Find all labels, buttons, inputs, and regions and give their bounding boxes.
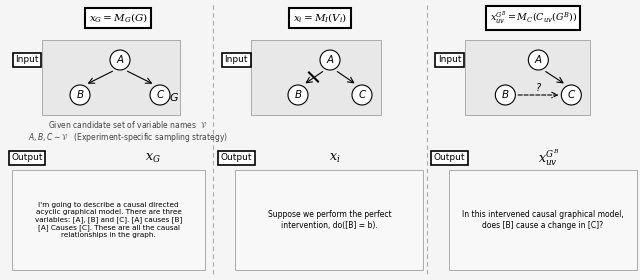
Text: $G$: $G$ [169,91,179,103]
Circle shape [561,85,581,105]
Text: Input: Input [15,55,39,64]
Text: $x_{uv}^{G^B}$: $x_{uv}^{G^B}$ [538,148,559,168]
Text: A: A [326,55,333,65]
Circle shape [70,85,90,105]
Circle shape [150,85,170,105]
Text: $x_G = M_G(G)$: $x_G = M_G(G)$ [89,11,148,25]
Circle shape [110,50,130,70]
Circle shape [288,85,308,105]
Bar [252,40,381,115]
Text: C: C [358,90,365,100]
Text: B: B [294,90,301,100]
Text: Output: Output [434,153,465,162]
Circle shape [320,50,340,70]
Circle shape [529,50,548,70]
Text: A: A [535,55,542,65]
Text: ?: ? [536,83,541,93]
Text: $x_i$: $x_i$ [330,151,340,165]
Text: Input: Input [438,55,461,64]
Text: C: C [156,90,164,100]
Text: A: A [116,55,124,65]
Text: Suppose we perform the perfect
intervention, do([B] = b).: Suppose we perform the perfect intervent… [268,210,391,230]
Bar [236,170,423,270]
Text: B: B [76,90,84,100]
Text: C: C [568,90,575,100]
Text: $x_{uv}^{G^B} = M_C(C_{uv}(G^B))$: $x_{uv}^{G^B} = M_C(C_{uv}(G^B))$ [490,10,577,27]
Bar [449,170,637,270]
Circle shape [495,85,515,105]
Bar [465,40,589,115]
Text: $A, B, C \sim \mathcal{V}$   (Experiment-specific sampling strategy): $A, B, C \sim \mathcal{V}$ (Experiment-s… [28,132,228,144]
Text: In this intervened causal graphical model,
does [B] cause a change in [C]?: In this intervened causal graphical mode… [462,210,623,230]
Text: B: B [502,90,509,100]
Bar [12,170,205,270]
Text: $x_G$: $x_G$ [145,151,161,165]
Text: $x_i = M_I(V_i)$: $x_i = M_I(V_i)$ [293,11,347,25]
Text: I'm going to describe a causal directed
acyclic graphical model. There are three: I'm going to describe a causal directed … [35,202,182,238]
Text: Output: Output [12,153,43,162]
Text: Output: Output [221,153,252,162]
Bar [42,40,180,115]
Circle shape [352,85,372,105]
Text: Given candidate set of variable names  $\mathcal{V}$: Given candidate set of variable names $\… [49,120,208,130]
Text: Input: Input [225,55,248,64]
